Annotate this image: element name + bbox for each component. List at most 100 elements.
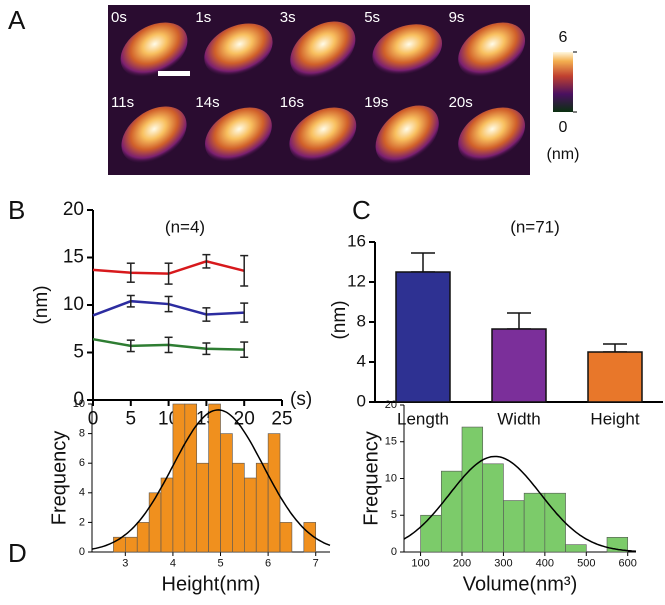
x-tick-label: 6: [265, 558, 271, 570]
colorbar-tick-label: 6: [559, 29, 568, 46]
x-axis-label: (s): [290, 389, 312, 410]
frame-time: 14s: [195, 94, 219, 111]
y-tick-label: 0: [357, 391, 366, 410]
x-tick-label: Height: [590, 409, 639, 428]
colorbar-label: (nm): [547, 146, 580, 163]
x-tick-label: 100: [411, 558, 429, 570]
frame-time: 0s: [111, 9, 127, 26]
histogram-bar: [267, 433, 281, 553]
x-tick-label: 0: [88, 408, 99, 429]
bar: [587, 351, 643, 403]
frame-time: 5s: [364, 9, 380, 26]
histogram-bar: [172, 403, 186, 553]
histogram-bar: [482, 463, 504, 553]
annotation: (n=4): [165, 217, 205, 236]
afm-particle: [121, 106, 187, 164]
y-tick-label: 8: [79, 428, 85, 440]
y-axis-label: Frequency: [360, 431, 382, 526]
x-tick-label: 3: [122, 558, 128, 570]
histogram-bar: [196, 462, 209, 553]
histogram-bar: [303, 522, 317, 553]
afm-particle: [204, 23, 273, 77]
y-tick-label: 6: [79, 457, 85, 469]
annotation: (n=71): [510, 217, 560, 236]
y-tick-label: 0: [79, 546, 85, 558]
frame-time: 11s: [111, 94, 134, 111]
x-tick-label: 600: [619, 558, 637, 570]
afm-particle: [458, 22, 526, 78]
histogram-bar: [208, 403, 221, 553]
histogram-bar: [125, 536, 138, 553]
y-tick-label: 0: [73, 389, 84, 410]
afm-particle: [290, 21, 356, 79]
histogram-bar: [420, 514, 442, 553]
histogram-bar: [503, 500, 525, 553]
frame-time: 9s: [449, 9, 465, 26]
y-tick-label: 5: [391, 509, 397, 521]
y-tick-label: 4: [79, 487, 85, 499]
frame-time: 16s: [280, 94, 304, 111]
frame-time: 3s: [280, 9, 296, 26]
histogram-bar: [279, 522, 293, 553]
y-tick-label: 4: [357, 351, 366, 370]
histogram-bar: [244, 477, 257, 553]
fit-curve: [403, 455, 637, 552]
bar: [395, 271, 451, 403]
histogram-bar: [136, 522, 150, 553]
y-tick-label: 15: [63, 247, 84, 268]
histogram-bar: [565, 544, 587, 553]
histogram-bar: [523, 492, 546, 553]
panel-label: B: [8, 195, 25, 225]
colorbar: [553, 52, 573, 112]
y-tick-label: 5: [73, 342, 84, 363]
afm-particle: [372, 24, 443, 76]
x-tick-label: 200: [453, 558, 471, 570]
y-tick-label: 2: [79, 516, 85, 528]
panel-label: D: [8, 538, 27, 568]
x-tick-label: 300: [494, 558, 512, 570]
y-tick-label: 15: [385, 436, 397, 448]
x-axis-label: Volume(nm³): [463, 573, 577, 595]
y-tick-label: 20: [63, 199, 84, 220]
histogram-bar: [255, 462, 269, 553]
scale-bar: [158, 71, 190, 76]
bar: [491, 328, 547, 403]
x-tick-label: 25: [271, 408, 292, 429]
y-tick-label: 0: [391, 546, 397, 558]
histogram-bar: [461, 426, 484, 553]
x-tick-label: 7: [313, 558, 319, 570]
frame-time: 20s: [449, 94, 473, 111]
frame-time: 19s: [364, 94, 388, 111]
x-tick-label: Width: [497, 409, 540, 428]
histogram-bar: [232, 462, 245, 553]
y-tick-label: 8: [357, 311, 366, 330]
afm-particle: [120, 22, 188, 78]
y-axis-label: (nm): [31, 285, 52, 324]
x-tick-label: Length: [397, 409, 449, 428]
histogram-bar: [220, 433, 233, 553]
x-tick-label: 5: [126, 408, 137, 429]
panel-label: C: [352, 195, 371, 225]
frame-time: 1s: [195, 9, 211, 26]
x-tick-label: 5: [217, 558, 223, 570]
histogram-bar: [160, 477, 174, 553]
y-tick-label: 20: [385, 399, 397, 411]
x-tick-label: 4: [170, 558, 176, 570]
fit-curve: [91, 409, 331, 550]
x-tick-label: 400: [536, 558, 554, 570]
y-tick-label: 10: [73, 398, 85, 410]
colorbar-tick-label: 0: [559, 119, 568, 136]
y-tick-label: 12: [347, 271, 366, 290]
panel-label: A: [8, 5, 26, 35]
x-tick-label: 20: [234, 408, 255, 429]
y-axis-label: (nm): [329, 300, 350, 339]
histogram-bar: [148, 492, 162, 553]
afm-particle: [289, 107, 357, 163]
y-tick-label: 10: [63, 294, 84, 315]
x-tick-label: 500: [577, 558, 595, 570]
y-tick-label: 16: [347, 231, 366, 250]
afm-particle: [458, 107, 526, 163]
afm-particle: [375, 105, 439, 165]
y-tick-label: 10: [385, 472, 397, 484]
